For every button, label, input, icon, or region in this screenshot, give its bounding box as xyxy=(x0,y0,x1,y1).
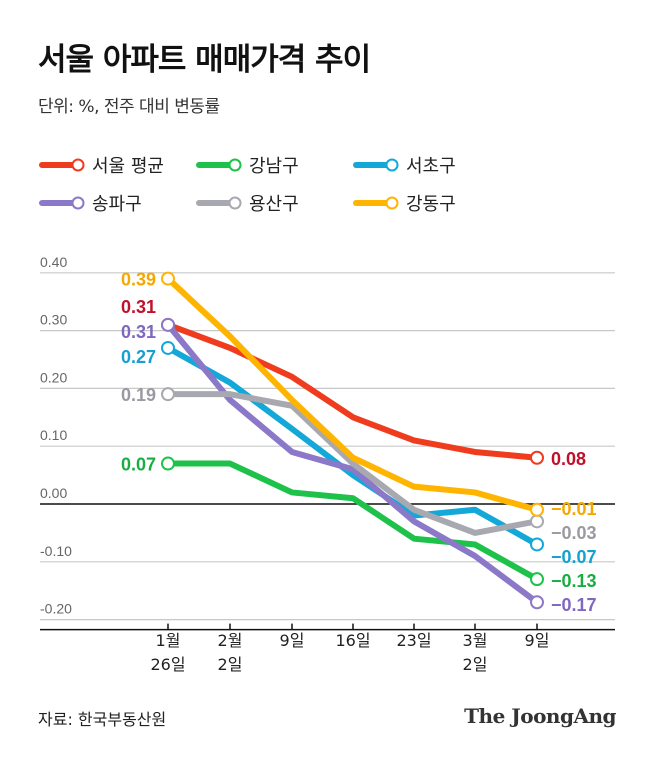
series-4 xyxy=(165,321,540,606)
x-tick-label: 2월 xyxy=(218,631,243,650)
legend-label: 송파구 xyxy=(92,194,142,215)
data-point-marker xyxy=(530,450,544,465)
legend-swatch-icon xyxy=(353,158,399,172)
y-tick-label: 0.10 xyxy=(40,427,67,443)
y-tick-label: 0.00 xyxy=(40,485,67,501)
legend-item: 송파구 xyxy=(38,190,142,216)
y-tick-label: 0.30 xyxy=(40,312,67,328)
y-tick-label: -0.10 xyxy=(40,543,72,559)
series-line xyxy=(165,321,540,461)
legend-item: 강남구 xyxy=(195,152,299,178)
end-data-label: 0.08 xyxy=(551,449,586,469)
data-point-marker xyxy=(530,537,544,552)
series-line xyxy=(165,344,540,548)
chart-subtitle: 단위: %, 전주 대비 변동률 xyxy=(38,97,220,117)
publisher-logo: The JoongAng xyxy=(464,704,616,728)
x-tick-label: 23일 xyxy=(396,631,431,650)
data-point-marker xyxy=(161,317,175,332)
series-line xyxy=(165,460,540,583)
legend-swatch-icon xyxy=(353,196,399,210)
data-point-marker xyxy=(530,502,544,517)
data-point-marker xyxy=(530,514,544,529)
start-data-label: 0.07 xyxy=(121,455,156,475)
legend-item: 서울 평균 xyxy=(38,152,164,178)
series-2 xyxy=(165,460,540,583)
legend-swatch-icon xyxy=(39,196,85,210)
data-point-marker xyxy=(530,572,544,587)
data-point-marker xyxy=(161,271,175,286)
end-data-label: −0.13 xyxy=(551,571,597,591)
legend-label: 강남구 xyxy=(249,156,299,177)
legend-swatch-icon xyxy=(196,158,242,172)
data-point-marker xyxy=(161,456,175,471)
start-data-label: 0.31 xyxy=(121,322,156,342)
series-5 xyxy=(165,391,540,536)
y-tick-label: 0.20 xyxy=(40,369,67,385)
x-tick-label: 1월 xyxy=(156,631,181,650)
y-tick-label: 0.40 xyxy=(40,254,67,270)
legend-item: 강동구 xyxy=(352,190,456,216)
start-data-label: 0.27 xyxy=(121,347,156,367)
start-data-label: 0.39 xyxy=(121,270,156,290)
series-6 xyxy=(165,275,540,513)
start-data-label: 0.19 xyxy=(121,385,156,405)
series-3 xyxy=(165,344,540,548)
x-tick-label: 3월 xyxy=(463,631,488,650)
end-data-label: −0.17 xyxy=(551,595,597,615)
source-note: 자료: 한국부동산원 xyxy=(38,710,167,729)
data-point-marker xyxy=(161,387,175,402)
legend-label: 서초구 xyxy=(406,156,456,177)
x-tick-label: 9일 xyxy=(280,631,305,650)
series-line xyxy=(165,391,540,536)
x-tick-label: 2일 xyxy=(463,655,488,674)
legend-label: 강동구 xyxy=(406,194,456,215)
x-tick-label: 16일 xyxy=(335,631,370,650)
end-data-label: −0.03 xyxy=(551,523,597,543)
series-line xyxy=(165,275,540,513)
start-data-label: 0.31 xyxy=(121,297,156,317)
end-data-label: −0.01 xyxy=(551,499,597,519)
x-tick-label: 2일 xyxy=(218,655,243,674)
legend-swatch-icon xyxy=(196,196,242,210)
data-point-marker xyxy=(530,595,544,610)
data-point-marker xyxy=(161,340,175,355)
legend-swatch-icon xyxy=(39,158,85,172)
series-1 xyxy=(165,321,540,461)
series-line xyxy=(165,321,540,606)
legend-item: 서초구 xyxy=(352,152,456,178)
legend-label: 용산구 xyxy=(249,194,299,215)
x-tick-label: 9일 xyxy=(525,631,550,650)
chart-title: 서울 아파트 매매가격 추이 xyxy=(38,42,371,78)
end-data-label: −0.07 xyxy=(551,547,597,567)
x-tick-label: 26일 xyxy=(150,655,185,674)
legend-label: 서울 평균 xyxy=(92,156,164,177)
y-tick-label: -0.20 xyxy=(40,601,72,617)
legend-item: 용산구 xyxy=(195,190,299,216)
